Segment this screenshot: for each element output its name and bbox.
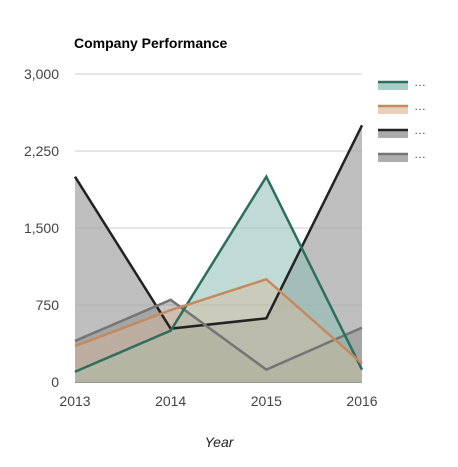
legend-label: … <box>414 75 426 89</box>
x-axis-title: Year <box>205 434 235 450</box>
y-tick-label: 3,000 <box>24 66 59 82</box>
legend-item[interactable]: … <box>378 147 426 162</box>
legend-item[interactable]: … <box>378 123 426 138</box>
x-tick-label: 2016 <box>346 393 377 409</box>
chart-title: Company Performance <box>74 35 227 51</box>
x-axis-ticks: 2013 2014 2015 2016 <box>59 393 377 409</box>
legend-label: … <box>414 147 426 161</box>
legend-item[interactable]: … <box>378 99 426 114</box>
legend-label: … <box>414 99 426 113</box>
x-tick-label: 2015 <box>251 393 282 409</box>
legend[interactable]: … … … … <box>378 75 426 162</box>
y-tick-label: 0 <box>51 374 59 390</box>
legend-label: … <box>414 123 426 137</box>
y-tick-label: 2,250 <box>24 143 59 159</box>
y-axis-ticks: 0 750 1,500 2,250 3,000 <box>24 66 59 390</box>
y-tick-label: 750 <box>36 297 60 313</box>
legend-item[interactable]: … <box>378 75 426 90</box>
x-tick-label: 2013 <box>59 393 90 409</box>
y-tick-label: 1,500 <box>24 220 59 236</box>
x-tick-label: 2014 <box>155 393 186 409</box>
